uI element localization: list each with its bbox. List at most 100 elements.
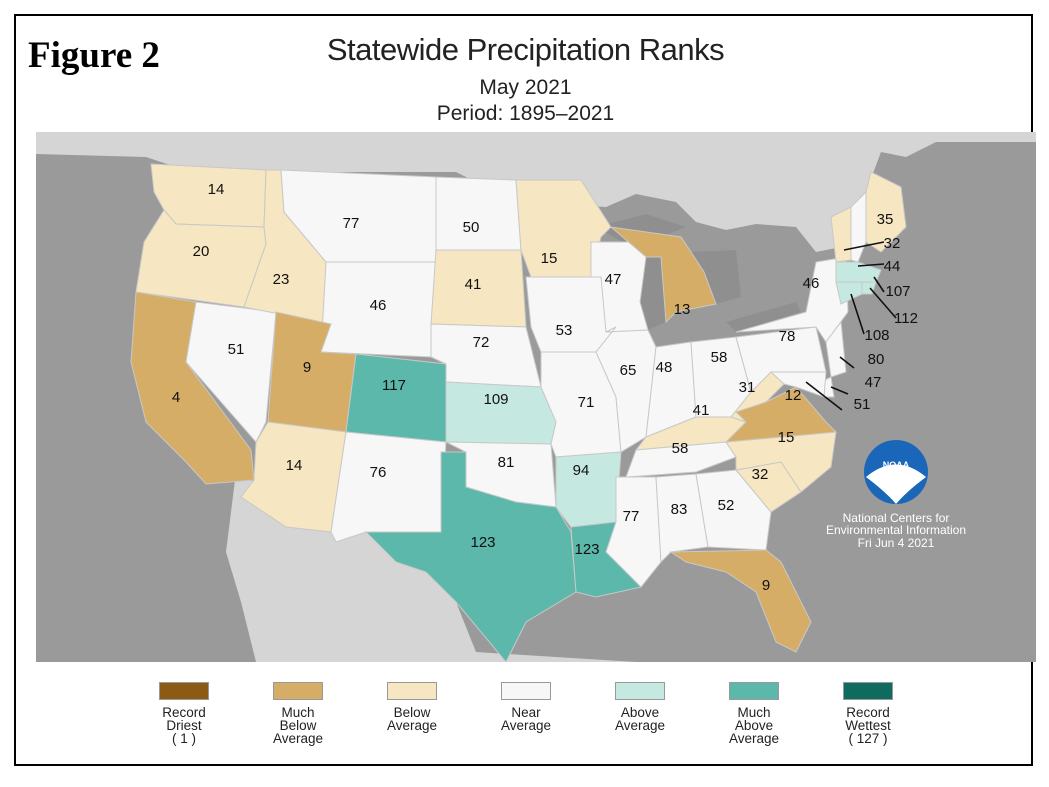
legend-subtext: ( 127 ) xyxy=(848,731,888,746)
ncei-date: Fri Jun 4 2021 xyxy=(857,536,935,550)
legend-swatch-much-below xyxy=(273,682,323,700)
rank-label-ms: 77 xyxy=(623,508,640,525)
rank-label-vt: 32 xyxy=(884,235,901,252)
rank-label-ar: 94 xyxy=(573,462,590,479)
rank-label-nd: 50 xyxy=(463,219,480,236)
rank-label-fl: 9 xyxy=(762,577,770,594)
legend-label-much-below: Much Below Average xyxy=(243,705,353,746)
legend-label-above: Above Average xyxy=(585,705,695,733)
state-tn xyxy=(625,441,737,478)
state-va xyxy=(724,386,838,443)
noaa-gull-icon xyxy=(866,464,926,504)
legend-text: Much Below Average xyxy=(272,705,324,746)
rank-label-ky: 41 xyxy=(693,402,710,419)
rank-label-nc: 15 xyxy=(778,429,795,446)
rank-label-ut: 9 xyxy=(303,359,311,376)
mexico-landmass xyxy=(226,472,636,662)
leader-line-nh xyxy=(857,263,885,267)
rank-label-pa: 78 xyxy=(779,328,796,345)
rank-label-ny: 46 xyxy=(803,275,820,292)
legend-swatch-below xyxy=(387,682,437,700)
state-vt xyxy=(830,206,852,263)
legend-subtext: ( 1 ) xyxy=(171,731,196,746)
state-md xyxy=(769,371,827,398)
state-co xyxy=(345,353,447,443)
leader-line-ct xyxy=(850,293,865,335)
rank-label-ma: 107 xyxy=(885,283,910,300)
rank-label-mo: 71 xyxy=(578,394,595,411)
lake-huron xyxy=(691,250,741,304)
rank-label-ks: 109 xyxy=(483,391,508,408)
us-precipitation-map: 14 20 4 51 23 77 46 9 14 117 76 50 41 72 109 81 123 15 53 7… xyxy=(36,132,1036,662)
rank-label-tx: 123 xyxy=(470,534,495,551)
leader-line-ri xyxy=(869,287,897,319)
rank-label-nv: 51 xyxy=(228,341,245,358)
rank-label-de: 47 xyxy=(865,374,882,391)
rank-label-ca: 4 xyxy=(172,389,180,406)
rank-label-mn: 15 xyxy=(541,250,558,267)
legend-swatch-near xyxy=(501,682,551,700)
noaa-logo-text: NOAA xyxy=(883,460,910,470)
rank-label-or: 20 xyxy=(193,243,210,260)
legend-text: Record Wettest xyxy=(845,705,891,733)
rank-label-il: 65 xyxy=(620,362,637,379)
rank-label-co: 117 xyxy=(382,377,406,394)
state-ma xyxy=(835,261,882,283)
state-al xyxy=(655,473,709,564)
rank-label-nh: 44 xyxy=(884,258,901,275)
rank-label-sc: 32 xyxy=(752,466,769,483)
state-nj xyxy=(825,320,847,378)
legend: Record Driest( 1 ) Much Below Average Belo… xyxy=(16,662,1035,762)
ncei-name: National Centers for Environmental Infor… xyxy=(825,512,967,537)
rank-label-wv: 31 xyxy=(739,379,756,396)
rank-label-oh: 58 xyxy=(711,349,728,366)
lake-superior xyxy=(596,214,686,244)
figure-label: Figure 2 xyxy=(28,35,160,76)
legend-label-near: Near Average xyxy=(471,705,581,733)
rank-label-ia: 53 xyxy=(556,322,573,339)
rank-label-wy: 46 xyxy=(370,297,387,314)
leader-line-md xyxy=(805,381,843,411)
leader-line-vt xyxy=(843,241,885,251)
legend-swatch-record-wettest xyxy=(843,682,893,700)
rank-label-la: 123 xyxy=(574,541,599,558)
state-nd xyxy=(435,176,522,251)
state-il xyxy=(595,326,657,453)
legend-text: Above Average xyxy=(614,705,666,733)
rank-label-ri: 112 xyxy=(894,310,918,327)
rank-label-in: 48 xyxy=(656,359,673,376)
rank-label-va: 12 xyxy=(785,387,802,404)
rank-label-nj: 80 xyxy=(868,351,885,368)
legend-text: Near Average xyxy=(500,705,552,733)
rank-label-md: 51 xyxy=(854,396,871,413)
rank-label-az: 14 xyxy=(286,457,303,474)
state-ct xyxy=(835,281,863,305)
figure-frame: Figure 2 Statewide Precipitation Ranks M… xyxy=(14,14,1036,766)
map-subtitle-month: May 2021 xyxy=(479,76,572,99)
rank-label-al: 83 xyxy=(671,501,688,518)
leader-line-nj xyxy=(839,356,855,369)
rank-label-ne: 72 xyxy=(473,334,490,351)
rank-label-tn: 58 xyxy=(672,440,689,457)
rank-label-id: 23 xyxy=(273,271,290,288)
noaa-logo: NOAA National Centers for Environmental … xyxy=(825,440,967,550)
legend-label-below: Below Average xyxy=(357,705,467,733)
legend-label-record-wettest: Record Wettest( 127 ) xyxy=(813,705,923,746)
legend-text: Record Driest xyxy=(162,705,206,733)
map-subtitle-period: Period: 1895–2021 xyxy=(436,102,615,125)
lake-michigan xyxy=(640,257,666,330)
state-mi xyxy=(609,226,717,324)
state-nm xyxy=(330,431,447,543)
state-fl xyxy=(669,549,812,653)
legend-swatch-much-above xyxy=(729,682,779,700)
state-nc xyxy=(725,431,837,493)
legend-text: Much Above Average xyxy=(728,705,780,746)
legend-text: Below Average xyxy=(386,705,438,733)
lake-erie xyxy=(726,302,801,332)
rank-label-mt: 77 xyxy=(343,215,360,232)
legend-label-record-driest: Record Driest( 1 ) xyxy=(129,705,239,746)
leader-line-ma xyxy=(873,276,885,293)
rank-label-sd: 41 xyxy=(465,276,482,293)
rank-label-ga: 52 xyxy=(718,497,735,514)
legend-swatch-record-driest xyxy=(159,682,209,700)
